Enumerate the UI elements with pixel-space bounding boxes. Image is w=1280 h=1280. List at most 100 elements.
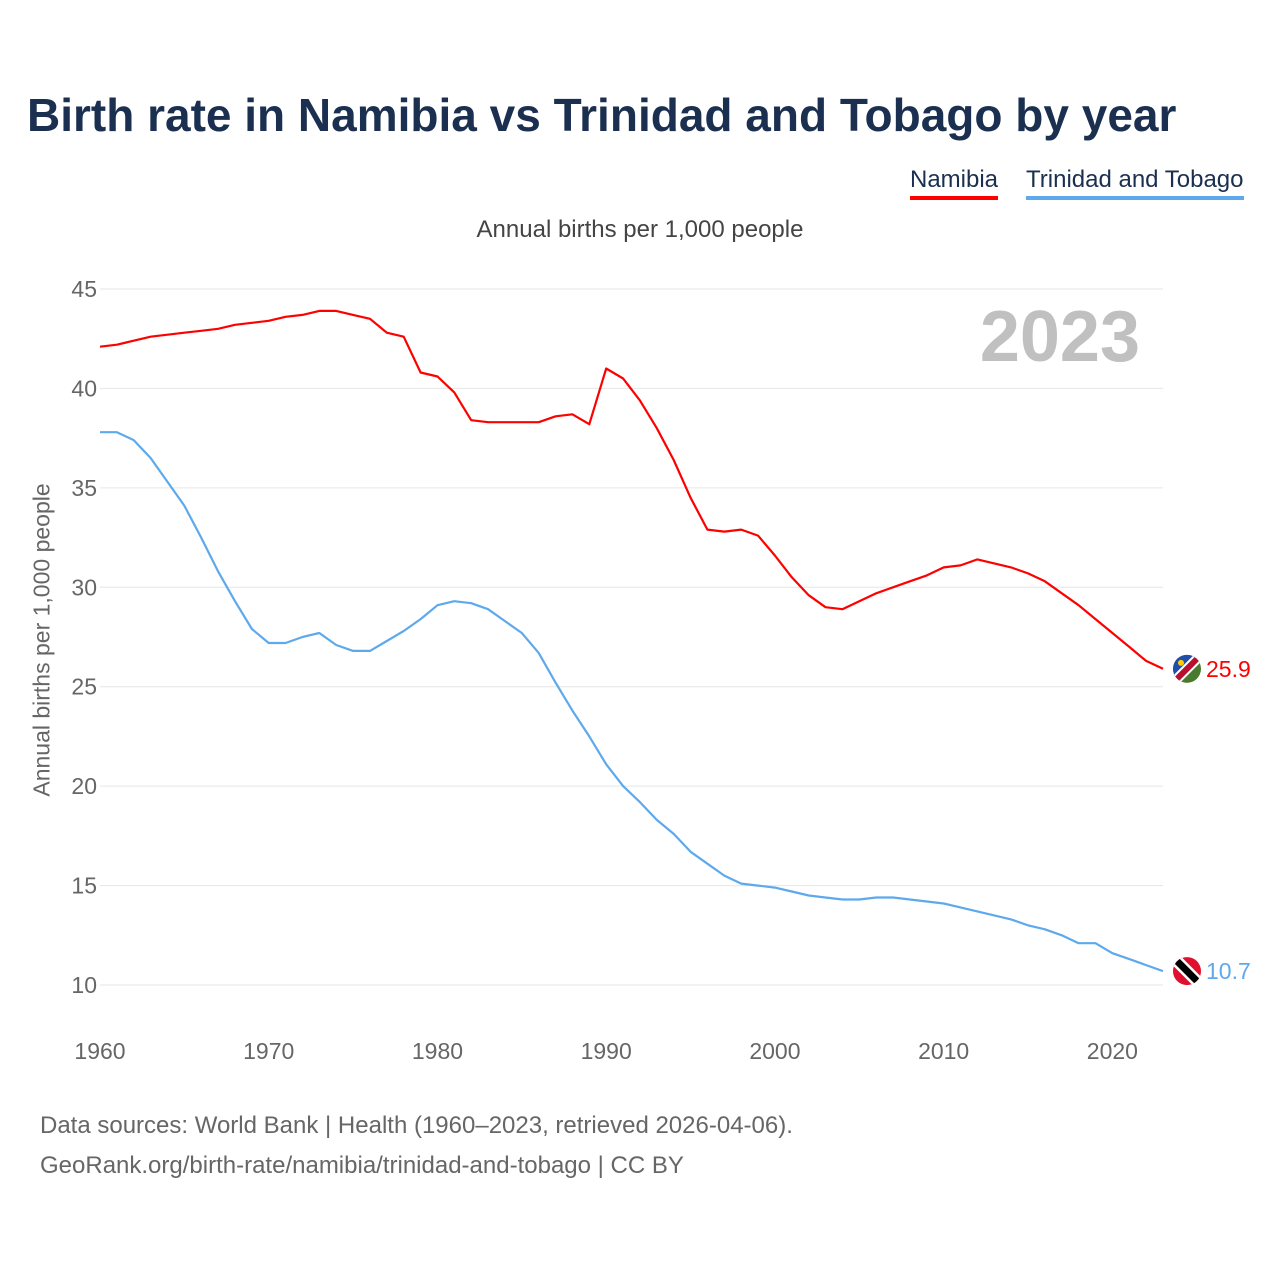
source-note: Data sources: World Bank | Health (1960–…	[40, 1106, 793, 1186]
data-point	[216, 569, 221, 574]
data-point	[435, 374, 440, 379]
data-point	[182, 503, 187, 508]
data-point	[182, 330, 187, 335]
data-point	[722, 873, 727, 878]
data-point	[367, 316, 372, 321]
x-tick-label: 1980	[412, 1038, 463, 1064]
data-point	[266, 318, 271, 323]
data-point	[351, 312, 356, 317]
end-value-label: 25.9	[1206, 656, 1251, 682]
data-point	[165, 479, 170, 484]
data-point	[1009, 565, 1014, 570]
data-point	[756, 883, 761, 888]
data-point	[1161, 666, 1166, 671]
data-point	[536, 420, 541, 425]
data-point	[1026, 571, 1031, 576]
data-point	[165, 332, 170, 337]
data-point	[131, 338, 136, 343]
data-point	[1161, 969, 1166, 974]
data-point	[283, 314, 288, 319]
data-point	[891, 895, 896, 900]
y-tick-label: 30	[71, 574, 97, 600]
data-point	[874, 895, 879, 900]
data-point	[587, 734, 592, 739]
data-point	[199, 328, 204, 333]
y-tick-label: 35	[71, 475, 97, 501]
flag-body	[1173, 957, 1201, 986]
data-point	[469, 601, 474, 606]
data-point	[891, 585, 896, 590]
data-point	[941, 901, 946, 906]
legend-trinidad-and-tobago[interactable]: Trinidad and Tobago	[1026, 166, 1244, 200]
data-point	[739, 527, 744, 532]
source-line-2[interactable]: GeoRank.org/birth-rate/namibia/trinidad-…	[40, 1152, 684, 1179]
data-point	[283, 640, 288, 645]
x-tick-label: 1990	[581, 1038, 632, 1064]
data-point	[435, 603, 440, 608]
data-point	[249, 627, 254, 632]
data-point	[249, 320, 254, 325]
data-point	[1110, 951, 1115, 956]
flag-body	[1173, 654, 1201, 683]
data-point	[570, 412, 575, 417]
data-point	[317, 631, 322, 636]
data-point	[98, 344, 103, 349]
data-point	[975, 909, 980, 914]
source-line-1: Data sources: World Bank | Health (1960–…	[40, 1112, 793, 1139]
x-tick-label: 2000	[749, 1038, 800, 1064]
data-point	[671, 831, 676, 836]
data-point	[232, 599, 237, 604]
data-point	[621, 376, 626, 381]
data-point	[452, 390, 457, 395]
data-point	[722, 529, 727, 534]
data-point	[587, 422, 592, 427]
data-point	[739, 881, 744, 886]
y-tick-label: 10	[71, 972, 97, 998]
data-point	[199, 535, 204, 540]
data-point	[772, 553, 777, 558]
data-point	[148, 456, 153, 461]
data-point	[351, 648, 356, 653]
data-point	[806, 593, 811, 598]
data-point	[924, 899, 929, 904]
data-point	[688, 849, 693, 854]
data-point	[671, 458, 676, 463]
data-point	[705, 861, 710, 866]
series-line-namibia	[99, 309, 1164, 670]
namibia-flag-icon	[1173, 654, 1201, 683]
data-point	[789, 889, 794, 894]
data-point	[857, 599, 862, 604]
data-point	[519, 631, 524, 636]
data-point	[1144, 963, 1149, 968]
data-point	[1144, 658, 1149, 663]
data-point	[384, 330, 389, 335]
data-point	[637, 800, 642, 805]
data-point	[1026, 923, 1031, 928]
x-tick-label: 1960	[74, 1038, 125, 1064]
data-point	[1110, 631, 1115, 636]
data-point	[772, 885, 777, 890]
data-point	[840, 897, 845, 902]
data-point	[553, 414, 558, 419]
data-point	[486, 607, 491, 612]
data-point	[401, 334, 406, 339]
data-point	[604, 366, 609, 371]
data-point	[570, 708, 575, 713]
data-point	[621, 784, 626, 789]
data-point	[924, 573, 929, 578]
data-point	[502, 619, 507, 624]
data-point	[334, 642, 339, 647]
series-line-trinidad-and-tobago	[100, 431, 1164, 973]
data-point	[1093, 617, 1098, 622]
data-point	[519, 420, 524, 425]
data-point	[300, 312, 305, 317]
data-point	[823, 605, 828, 610]
data-point	[1127, 957, 1132, 962]
data-point	[857, 897, 862, 902]
y-tick-label: 25	[71, 674, 97, 700]
data-point	[1093, 941, 1098, 946]
legend-namibia[interactable]: Namibia	[910, 166, 999, 200]
data-point	[806, 893, 811, 898]
flag-sun	[1178, 659, 1184, 666]
